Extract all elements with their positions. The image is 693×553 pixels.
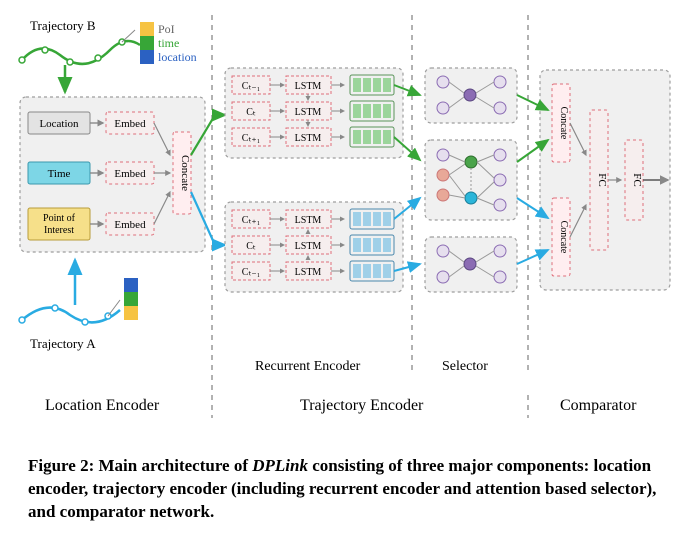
svg-text:LSTM: LSTM <box>295 215 322 226</box>
fc-1: FC <box>590 110 608 250</box>
svg-text:Time: Time <box>48 168 71 180</box>
svg-text:Concate: Concate <box>558 221 569 254</box>
tag-time: Time <box>28 162 90 184</box>
figure-caption: Figure 2: Main architecture of DPLink co… <box>28 455 668 524</box>
tag-location: Location <box>28 112 90 134</box>
svg-text:FC: FC <box>631 173 643 186</box>
recurrent-encoder-label: Recurrent Encoder <box>255 359 361 374</box>
trajectory-a-curve <box>19 260 120 325</box>
rnn-bot-row1: Cₜ₊₁ LSTM <box>232 209 394 229</box>
rnn-bot-row2: Cₜ LSTM <box>232 235 394 255</box>
loc-key-label: location <box>158 50 197 64</box>
svg-text:Embed: Embed <box>114 219 146 231</box>
selector-top <box>425 68 517 123</box>
svg-text:LSTM: LSTM <box>295 241 322 252</box>
svg-text:Location: Location <box>39 118 79 130</box>
selector-bot <box>425 237 517 292</box>
key-bars: PoI time location <box>140 22 197 64</box>
svg-text:LSTM: LSTM <box>295 81 322 92</box>
rnn-top-row2: Cₜ LSTM <box>232 101 394 121</box>
rnn-top-row3: Cₜ₊₁ LSTM <box>232 127 394 147</box>
cap-text-1: Main architecture of <box>99 456 253 475</box>
concate-1: Concate <box>173 132 191 214</box>
rnn-bot-row3: Cₜ₋₁ LSTM <box>232 261 394 281</box>
embed-3: Embed <box>106 213 154 235</box>
location-encoder-section: Location Encoder <box>45 397 160 414</box>
selector-label: Selector <box>442 359 488 374</box>
svg-text:Embed: Embed <box>114 168 146 180</box>
svg-text:Interest: Interest <box>44 225 74 236</box>
fig-label: Figure 2: <box>28 456 99 475</box>
svg-text:LSTM: LSTM <box>295 107 322 118</box>
concate-bot: Concate <box>552 198 570 276</box>
rnn-top-row1: Cₜ₋₁ LSTM <box>232 75 394 95</box>
svg-text:Cₜ₋₁: Cₜ₋₁ <box>242 81 260 92</box>
svg-text:Concate: Concate <box>558 107 569 140</box>
diagram-svg: Trajectory B PoI time location Location … <box>0 0 693 440</box>
cap-emph: DPLink <box>252 456 308 475</box>
svg-text:FC: FC <box>596 173 608 186</box>
svg-text:Point of: Point of <box>43 213 76 224</box>
svg-text:Cₜ: Cₜ <box>246 107 256 118</box>
embed-1: Embed <box>106 112 154 134</box>
trajA-key <box>124 278 138 320</box>
time-key-label: time <box>158 36 179 50</box>
embed-2: Embed <box>106 162 154 184</box>
svg-text:Embed: Embed <box>114 118 146 130</box>
trajectory-a-label: Trajectory A <box>30 336 96 351</box>
svg-text:Concate: Concate <box>179 155 191 191</box>
svg-text:Cₜ₋₁: Cₜ₋₁ <box>242 267 260 278</box>
svg-text:LSTM: LSTM <box>295 133 322 144</box>
trajectory-b-label: Trajectory B <box>30 18 96 33</box>
fc-2: FC <box>625 140 643 220</box>
svg-text:Cₜ₊₁: Cₜ₊₁ <box>242 133 260 144</box>
svg-text:Cₜ₊₁: Cₜ₊₁ <box>242 215 260 226</box>
tag-poi: Point of Interest <box>28 208 90 240</box>
selector-mid <box>425 140 517 220</box>
svg-text:LSTM: LSTM <box>295 267 322 278</box>
svg-text:Cₜ: Cₜ <box>246 241 256 252</box>
comparator-section: Comparator <box>560 397 637 414</box>
concate-top: Concate <box>552 84 570 162</box>
trajectory-encoder-section: Trajectory Encoder <box>300 397 424 414</box>
poi-key-label: PoI <box>158 22 175 36</box>
trajectory-b-curve <box>19 30 140 92</box>
